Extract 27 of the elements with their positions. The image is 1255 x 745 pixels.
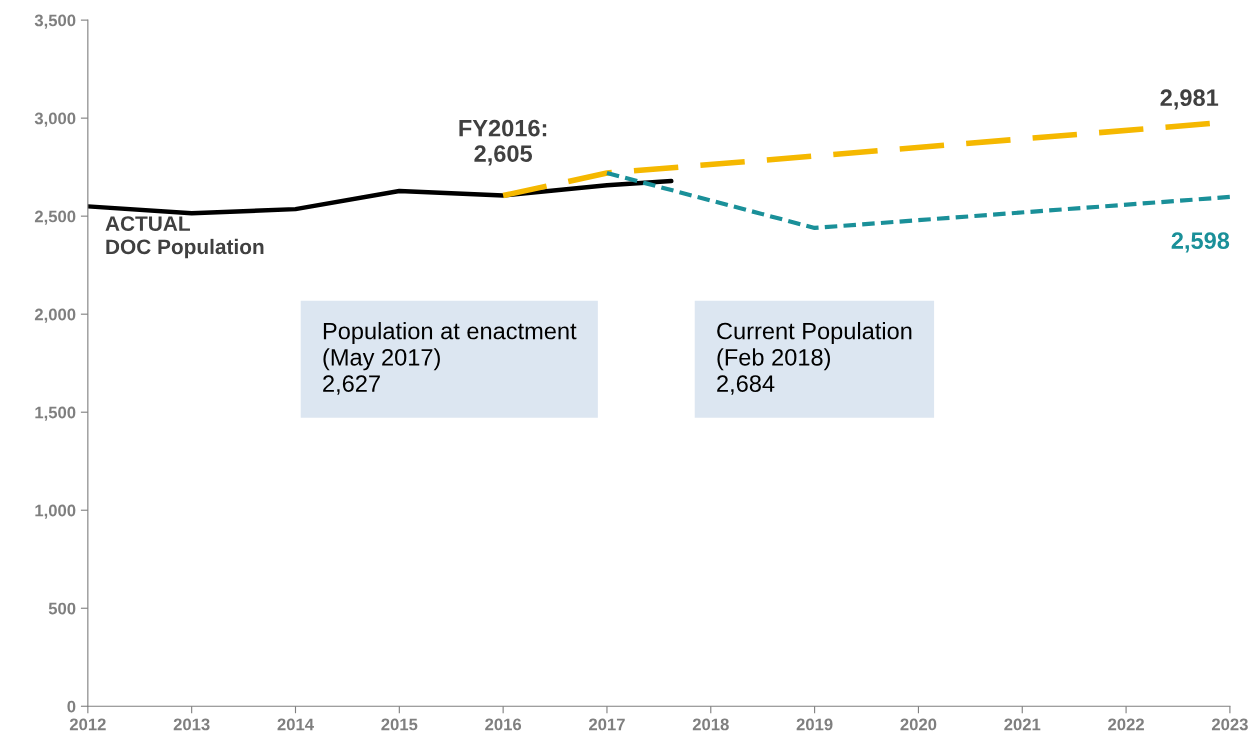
x-tick-label: 2013 [173,718,210,731]
data-label: FY2016: 2,605 [459,119,547,166]
x-tick-label: 2023 [1211,718,1248,731]
x-tick-label: 2018 [692,718,729,731]
x-tick-label: 2022 [1108,718,1144,731]
annotation: Current Population (Feb 2018) 2,684 [717,322,912,395]
x-tick-label: 2015 [381,718,418,731]
y-tick-label: 3,500 [34,14,76,29]
x-tick-label: 2012 [69,718,106,731]
annotation: ACTUAL DOC Population [105,216,264,259]
data-label: 2,981 [1160,89,1219,110]
x-tick-label: 2016 [485,718,522,731]
y-tick-label: 2,500 [34,210,76,225]
y-tick-label: 1,000 [35,504,76,519]
x-tick-label: 2020 [900,718,937,731]
x-tick-label: 2019 [796,718,833,731]
x-tick-label: 2021 [1004,718,1041,731]
y-tick-label: 2,000 [34,308,76,323]
y-tick-label: 1,500 [35,406,76,421]
annotation: Population at enactment (May 2017) 2,627 [323,322,577,395]
y-tick-label: 3,000 [34,112,76,127]
line-series [87,178,674,216]
x-tick-label: 2017 [589,718,625,731]
data-label: 2,598 [1171,232,1230,253]
x-tick-label: 2014 [277,718,314,731]
y-tick-label: 500 [48,602,76,615]
y-tick-label: 0 [67,700,76,713]
